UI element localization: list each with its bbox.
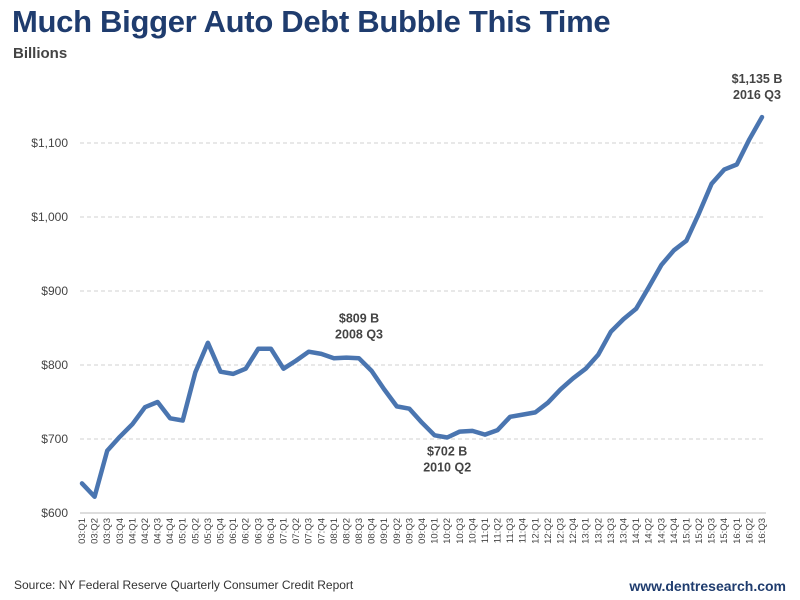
x-tick-label: 14:Q3 [656, 518, 667, 544]
x-tick-label: 07:Q4 [316, 518, 327, 544]
series-layer [79, 114, 765, 499]
x-tick-label: 12:Q2 [543, 518, 554, 544]
x-tick-label: 11:Q1 [480, 518, 491, 543]
y-tick-label: $800 [41, 358, 68, 372]
x-tick-label: 08:Q1 [329, 518, 340, 544]
chart-title: Much Bigger Auto Debt Bubble This Time [12, 4, 611, 39]
x-tick-label: 06:Q1 [228, 518, 239, 544]
x-tick-label: 15:Q3 [707, 518, 718, 544]
x-tick-label: 08:Q2 [341, 518, 352, 544]
x-tick-label: 13:Q3 [606, 518, 617, 544]
x-tick-label: 10:Q1 [430, 518, 441, 544]
x-tick-label: 11:Q2 [493, 518, 504, 543]
x-tick-label: 14:Q4 [669, 518, 680, 544]
x-tick-label: 05:Q4 [216, 518, 227, 544]
x-tick-label: 08:Q4 [367, 518, 378, 544]
gridlines [80, 142, 766, 514]
x-tick-label: 03:Q4 [115, 518, 126, 544]
x-tick-label: 10:Q2 [442, 518, 453, 544]
chart-subtitle: Billions [13, 45, 68, 62]
x-tick-label: 12:Q3 [556, 518, 567, 544]
x-tick-label: 07:Q1 [278, 518, 289, 544]
x-tick-label: 09:Q1 [379, 518, 390, 544]
x-tick-label: 16:Q2 [744, 518, 755, 544]
x-tick-label: 10:Q4 [467, 518, 478, 544]
x-tick-label: 14:Q1 [631, 518, 642, 544]
annotation-period: 2008 Q3 [335, 327, 383, 341]
x-tick-label: 09:Q4 [417, 518, 428, 544]
annotation-period: 2016 Q3 [733, 88, 781, 102]
x-tick-label: 15:Q1 [681, 518, 692, 544]
x-tick-label: 03:Q3 [102, 518, 113, 544]
x-tick-label: 08:Q3 [354, 518, 365, 544]
x-tick-label: 10:Q3 [455, 518, 466, 544]
annotation-value: $702 B [427, 445, 467, 459]
source-note: Source: NY Federal Reserve Quarterly Con… [14, 578, 354, 592]
y-tick-label: $600 [41, 506, 68, 520]
y-tick-label: $1,000 [31, 210, 68, 224]
x-tick-label: 06:Q3 [253, 518, 264, 544]
y-tick-label: $900 [41, 284, 68, 298]
x-tick-label: 13:Q1 [581, 518, 592, 544]
x-tick-label: 15:Q2 [694, 518, 705, 544]
x-tick-label: 09:Q2 [392, 518, 403, 544]
x-tick-label: 03:Q1 [77, 518, 88, 544]
x-tick-label: 03:Q2 [90, 518, 101, 544]
y-tick-label: $700 [41, 432, 68, 446]
x-tick-label: 15:Q4 [719, 518, 730, 544]
x-tick-label: 11:Q4 [518, 518, 529, 543]
x-tick-label: 06:Q2 [241, 518, 252, 544]
x-tick-label: 05:Q2 [190, 518, 201, 544]
x-tick-label: 05:Q1 [178, 518, 189, 544]
website-link[interactable]: www.dentresearch.com [629, 578, 786, 594]
x-tick-label: 12:Q4 [568, 518, 579, 544]
x-tick-label: 13:Q2 [593, 518, 604, 544]
annotation-period: 2010 Q2 [423, 461, 471, 475]
x-tick-label: 16:Q3 [757, 518, 768, 544]
annotations: $809 B 2008 Q3 $702 B 2010 Q2 $1,135 B 2016 Q… [335, 72, 782, 474]
annotation-value: $1,135 B [732, 72, 783, 86]
x-tick-label: 04:Q1 [127, 518, 138, 544]
x-tick-label: 07:Q3 [304, 518, 315, 544]
x-tick-label: 04:Q4 [165, 518, 176, 544]
x-tick-label: 16:Q1 [732, 518, 743, 544]
x-tick-label: 07:Q2 [291, 518, 302, 544]
x-tick-label: 12:Q1 [530, 518, 541, 544]
x-tick-label: 06:Q4 [266, 518, 277, 544]
series-line-auto-debt [79, 114, 765, 499]
x-tick-label: 04:Q2 [140, 518, 151, 544]
y-tick-label: $1,100 [31, 136, 68, 150]
annotation-value: $809 B [339, 311, 379, 325]
x-tick-label: 09:Q3 [404, 518, 415, 544]
x-tick-label: 04:Q3 [153, 518, 164, 544]
x-tick-label: 13:Q4 [618, 518, 629, 544]
x-tick-label: 14:Q2 [644, 518, 655, 544]
x-tick-label: 11:Q3 [505, 518, 516, 543]
x-tick-label: 05:Q3 [203, 518, 214, 544]
